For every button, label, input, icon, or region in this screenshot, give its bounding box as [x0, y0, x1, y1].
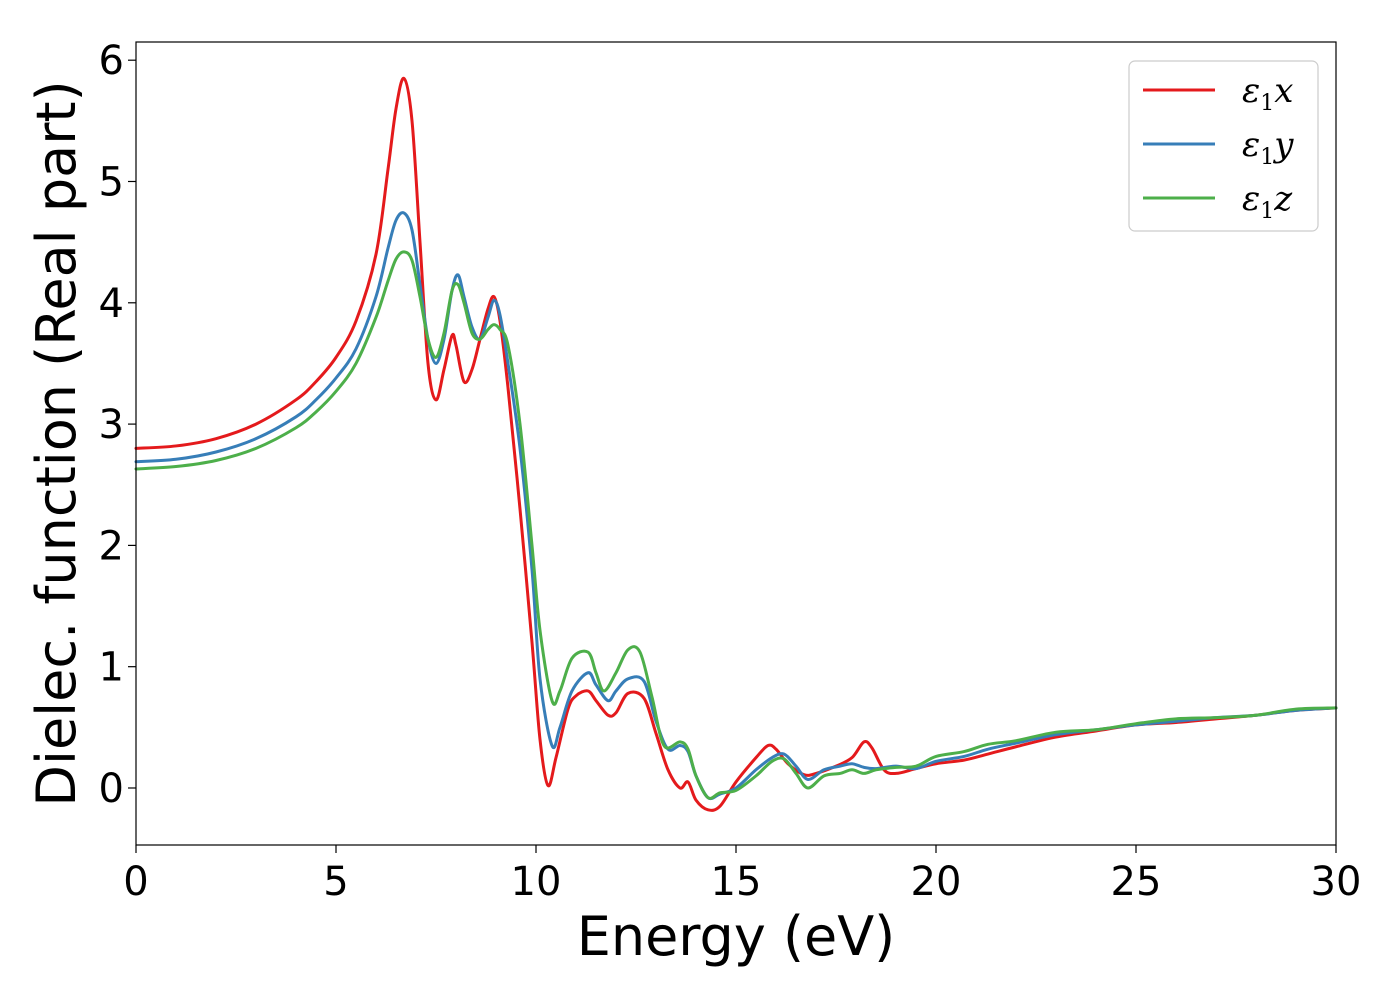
x-tick-label: 25 [1111, 859, 1162, 905]
x-tick-label: 30 [1311, 859, 1362, 905]
x-tick-label: 10 [511, 859, 562, 905]
y-axis-title: Dielec. function (Real part) [25, 80, 88, 806]
legend-box [1128, 60, 1319, 232]
y-tick-label: 6 [99, 38, 124, 84]
x-axis-ticks: 0 5 10 15 20 25 30 [123, 845, 1361, 905]
series-line-eps1y [134, 211, 1338, 801]
legend-label: ε1y [1242, 125, 1294, 170]
x-tick-label: 5 [323, 859, 348, 905]
series-layer [134, 76, 1338, 812]
x-tick-label: 20 [911, 859, 962, 905]
y-tick-label: 2 [99, 523, 124, 569]
x-tick-label: 15 [711, 859, 762, 905]
y-tick-label: 4 [99, 281, 124, 327]
series-line-eps1z [134, 250, 1338, 800]
y-tick-label: 3 [99, 402, 124, 448]
legend-label: ε1x [1242, 71, 1293, 116]
legend: ε1x ε1y ε1z [1128, 60, 1319, 232]
x-tick-label: 0 [123, 859, 148, 905]
y-axis-ticks: 0 1 2 3 4 5 6 [99, 38, 136, 812]
y-tick-label: 0 [99, 766, 124, 812]
y-tick-label: 5 [99, 159, 124, 205]
legend-label: ε1z [1242, 179, 1293, 224]
y-tick-label: 1 [99, 645, 124, 691]
x-axis-title: Energy (eV) [577, 905, 896, 968]
